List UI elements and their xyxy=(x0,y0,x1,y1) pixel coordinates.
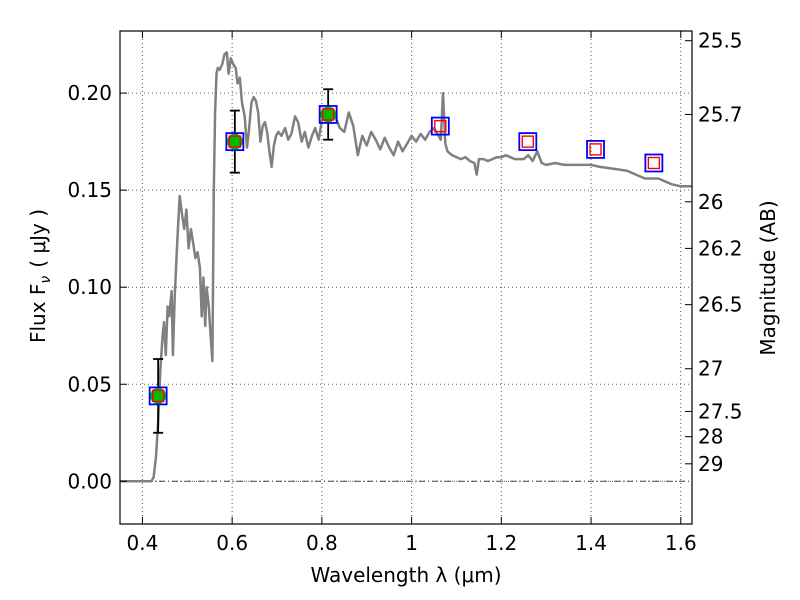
plot-frame xyxy=(119,30,693,525)
x-tick-label: 0.6 xyxy=(216,531,248,555)
right-axis-ticks: 25.5 25.7 26 26.2 26.5 27 27.528 29 xyxy=(685,29,743,476)
right-tick-label: 26 xyxy=(698,190,723,214)
y-axis-label-main: Flux F xyxy=(26,284,50,343)
observed-point xyxy=(226,133,243,150)
y-axis-ticks: 0.00 0.05 0.10 0.15 0.20 xyxy=(67,81,127,493)
x-tick-label: 1.4 xyxy=(575,531,607,555)
model-photometry-box-outer xyxy=(644,153,664,173)
y-tick-label: 0.15 xyxy=(67,178,112,202)
right-tick-label: 28 xyxy=(698,425,723,449)
right-tick-label: 25.7 xyxy=(698,102,743,126)
x-tick-label: 0.8 xyxy=(306,531,338,555)
model-photometry-box-inner xyxy=(647,156,661,170)
model-photometry-box-outer xyxy=(430,116,450,136)
right-tick-label: 27.5 xyxy=(698,399,743,423)
model-photometry-box-inner xyxy=(151,389,165,403)
model-spectrum-line xyxy=(120,51,692,483)
right-tick-label: 27 xyxy=(698,357,723,381)
model-photometry-box-inner xyxy=(434,119,447,133)
y-axis-label-subscript: ν xyxy=(38,276,54,284)
right-tick-label: 29 xyxy=(698,452,723,476)
model-photometry-box-inner xyxy=(228,135,242,148)
y-tick-label: 0.20 xyxy=(67,81,112,105)
model-photometry-box-outer xyxy=(586,139,605,159)
right-tick-label: 26.2 xyxy=(698,236,743,260)
x-axis-ticks: 0.4 0.6 0.8 1 1.2 1.4 1.6 xyxy=(127,31,697,555)
right-tick-label: 25.5 xyxy=(698,29,743,53)
model-photometry-box-inner xyxy=(321,108,335,121)
model-photometry-box-outer xyxy=(225,132,245,152)
grid-lines xyxy=(120,31,692,524)
x-tick-label: 1 xyxy=(405,531,418,555)
right-tick-label: 26.5 xyxy=(698,293,743,317)
observed-point xyxy=(320,106,337,123)
observed-points xyxy=(150,106,337,404)
model-photometry-box-outer xyxy=(148,386,168,406)
y-tick-label: 0.05 xyxy=(67,372,112,396)
x-axis-label: Wavelength λ (μm) xyxy=(310,563,501,587)
model-photometry-box-inner xyxy=(521,135,535,148)
model-photometry-box-outer xyxy=(518,132,538,152)
model-photometry-box-outer xyxy=(318,105,338,124)
model-photometry-boxes xyxy=(148,105,664,406)
y-tick-label: 0.00 xyxy=(67,469,112,493)
x-tick-label: 1.2 xyxy=(485,531,517,555)
observed-point xyxy=(150,387,167,404)
y-axis-label-unit: ( μJy ) xyxy=(26,209,50,268)
model-photometry-box-inner xyxy=(589,143,602,156)
y-axis-label: Flux Fν ( μJy ) xyxy=(26,209,54,343)
y-tick-label: 0.10 xyxy=(67,275,112,299)
right-axis-label: Magnitude (AB) xyxy=(756,200,780,355)
x-tick-label: 0.4 xyxy=(127,531,159,555)
x-tick-label: 1.6 xyxy=(665,531,697,555)
